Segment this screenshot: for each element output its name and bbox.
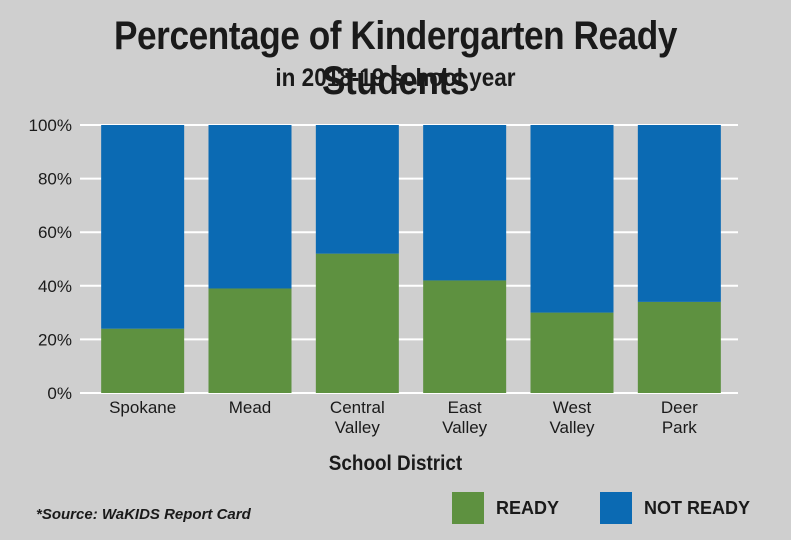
legend-swatch-ready [452, 492, 484, 524]
bar-ready [101, 328, 185, 393]
bars [101, 125, 721, 393]
bar-not-ready [101, 125, 185, 329]
gridlines [80, 124, 738, 394]
x-category-label: Spokane [109, 398, 176, 417]
bar-not-ready [423, 125, 507, 281]
legend-label-not-ready: NOT READY [644, 497, 751, 518]
bar-ready [208, 288, 292, 393]
y-tick-label: 0% [47, 384, 72, 403]
y-axis-ticks: 0% 20% 40% 60% 80% 100% [29, 116, 72, 403]
chart-subtitle: in 2018-19 school year [275, 64, 516, 92]
y-tick-label: 20% [38, 330, 72, 349]
legend-label-ready: READY [496, 497, 560, 518]
chart-title: Percentage of Kindergarten Ready Student… [114, 14, 677, 103]
x-category-label: West Valley [549, 398, 595, 437]
legend-swatch-not-ready [600, 492, 632, 524]
x-category-label: Mead [229, 398, 272, 417]
source-note: *Source: WaKIDS Report Card [36, 506, 251, 523]
bar-not-ready [315, 125, 399, 254]
bar-not-ready [208, 125, 292, 289]
x-category-label: Deer Park [661, 398, 698, 437]
bar-ready [423, 280, 507, 393]
bar-not-ready [530, 125, 614, 313]
bar-not-ready [637, 125, 721, 302]
x-category-label: Central Valley [330, 398, 385, 437]
x-axis-categories: Spokane Mead Central Valley East Valley West Va… [109, 398, 698, 437]
y-tick-label: 60% [38, 223, 72, 242]
y-tick-label: 100% [29, 116, 72, 135]
bar-ready [530, 312, 614, 393]
y-tick-label: 80% [38, 170, 72, 189]
x-axis-label: School District [328, 452, 463, 475]
x-category-label: East Valley [442, 398, 488, 437]
legend-item-not-ready: NOT READY [600, 492, 750, 524]
y-tick-label: 40% [38, 277, 72, 296]
legend-item-ready: READY [452, 492, 559, 524]
bar-ready [637, 301, 721, 393]
bar-ready [315, 253, 399, 393]
